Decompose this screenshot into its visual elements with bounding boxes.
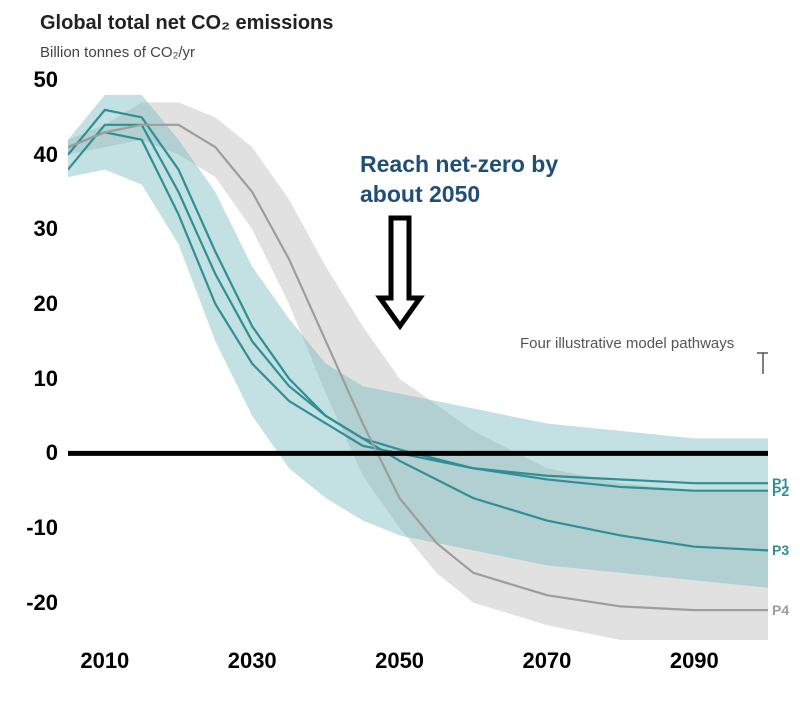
pathway-legend-text: Four illustrative model pathways bbox=[520, 335, 734, 352]
ytick-30: 30 bbox=[34, 216, 58, 242]
ytick-n20: -20 bbox=[26, 590, 58, 616]
ytick-40: 40 bbox=[34, 142, 58, 168]
xtick-2090: 2090 bbox=[670, 648, 719, 674]
series-label-p2: P2 bbox=[772, 483, 789, 499]
ytick-n10: -10 bbox=[26, 515, 58, 541]
annotation-arrow-icon bbox=[380, 218, 420, 326]
xtick-2010: 2010 bbox=[80, 648, 129, 674]
xtick-2050: 2050 bbox=[375, 648, 424, 674]
ytick-20: 20 bbox=[34, 291, 58, 317]
chart-subtitle: Billion tonnes of CO₂/yr bbox=[40, 44, 195, 61]
xtick-2030: 2030 bbox=[228, 648, 277, 674]
series-label-p4: P4 bbox=[772, 602, 789, 618]
co2-chart: Global total net CO₂ emissions Billion t… bbox=[0, 0, 800, 719]
annotation-net-zero: Reach net-zero by about 2050 bbox=[360, 150, 558, 210]
xtick-2070: 2070 bbox=[522, 648, 571, 674]
pathway-leader-icon bbox=[757, 353, 768, 374]
ytick-50: 50 bbox=[34, 67, 58, 93]
series-label-p3: P3 bbox=[772, 542, 789, 558]
ytick-10: 10 bbox=[34, 366, 58, 392]
chart-title: Global total net CO₂ emissions bbox=[40, 12, 333, 35]
ytick-0: 0 bbox=[46, 440, 58, 466]
